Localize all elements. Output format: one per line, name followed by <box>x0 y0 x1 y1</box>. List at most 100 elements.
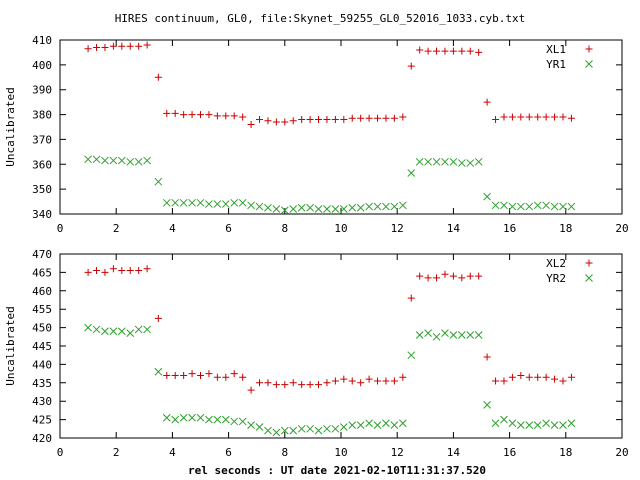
data-point <box>272 381 280 389</box>
data-point <box>339 205 348 213</box>
data-point <box>289 379 297 387</box>
x-tick-label: 10 <box>334 446 347 459</box>
data-point <box>567 373 575 381</box>
data-point <box>449 331 458 339</box>
y-tick-label: 435 <box>32 377 52 390</box>
y-tick-label: 445 <box>32 340 52 353</box>
y-axis-label: Uncalibrated <box>4 87 17 166</box>
data-point <box>382 202 390 211</box>
data-point <box>306 203 314 212</box>
data-point <box>126 267 134 275</box>
data-point <box>230 198 239 207</box>
data-point <box>188 111 196 119</box>
data-point <box>382 419 390 428</box>
data-point <box>272 118 280 126</box>
data-point <box>109 327 118 336</box>
data-point <box>390 114 398 122</box>
data-point <box>272 205 281 213</box>
y-tick-label: 340 <box>32 208 52 221</box>
data-point <box>84 155 92 164</box>
data-point <box>500 377 508 385</box>
data-point <box>143 41 151 49</box>
data-point <box>357 379 365 387</box>
data-point <box>398 201 407 210</box>
data-point <box>433 274 441 282</box>
data-point <box>339 423 348 431</box>
data-point <box>239 113 247 121</box>
data-point <box>491 201 500 210</box>
data-point <box>542 373 550 381</box>
data-point <box>264 426 272 435</box>
data-point <box>162 413 171 422</box>
data-point <box>247 121 255 129</box>
data-point <box>331 377 339 385</box>
data-point <box>134 157 143 166</box>
data-point <box>314 205 323 213</box>
data-point <box>415 157 424 166</box>
data-point <box>508 202 517 211</box>
data-point <box>135 42 143 50</box>
data-point <box>508 419 517 428</box>
data-point <box>517 113 525 121</box>
data-point <box>315 116 323 124</box>
data-point <box>399 373 407 381</box>
data-point <box>109 156 118 165</box>
data-point <box>255 202 264 211</box>
data-point <box>289 205 298 213</box>
data-point <box>197 371 204 379</box>
data-point <box>474 331 483 339</box>
data-point <box>407 351 416 360</box>
data-point <box>483 401 491 409</box>
data-point <box>416 272 424 280</box>
data-point <box>559 421 567 429</box>
data-point <box>180 371 188 379</box>
data-point <box>289 117 297 125</box>
data-point <box>188 413 196 422</box>
data-point <box>143 325 151 334</box>
data-point <box>222 373 230 381</box>
data-point <box>221 200 230 208</box>
data-point <box>508 113 516 121</box>
data-point <box>474 157 483 166</box>
data-point <box>500 201 508 210</box>
data-point <box>340 375 348 383</box>
data-point <box>567 114 575 122</box>
x-tick-label: 16 <box>503 446 516 459</box>
data-point <box>238 417 247 426</box>
x-tick-label: 4 <box>169 446 176 459</box>
data-point <box>93 43 101 51</box>
y-tick-label: 425 <box>32 414 52 427</box>
data-point <box>135 267 143 275</box>
data-point <box>280 206 289 215</box>
data-point <box>475 272 483 280</box>
data-point <box>281 381 289 389</box>
data-point <box>143 156 151 165</box>
data-point <box>407 169 416 177</box>
data-point <box>348 114 356 122</box>
data-point <box>492 116 500 124</box>
data-point <box>323 379 331 387</box>
data-point <box>525 113 533 121</box>
data-point <box>179 198 188 207</box>
data-point <box>458 47 466 55</box>
y-tick-label: 430 <box>32 395 52 408</box>
data-point <box>534 113 542 121</box>
plot-panel-2: 420 425 430 435 440 445 450 455 460 465 470 0 2 4 6 8 10… <box>4 248 629 459</box>
data-point <box>134 325 143 334</box>
data-point <box>483 353 491 361</box>
x-tick-label: 12 <box>391 222 404 235</box>
data-point <box>101 327 109 336</box>
x-axis-label: rel seconds : UT date 2021-02-10T11:31:3… <box>188 464 486 477</box>
y-tick-label: 440 <box>32 358 52 371</box>
data-point <box>550 202 559 211</box>
data-point <box>323 116 331 124</box>
data-point <box>162 198 171 207</box>
data-point <box>348 203 357 212</box>
data-point <box>457 331 466 339</box>
y-tick-label: 470 <box>32 248 52 261</box>
data-point <box>551 375 559 383</box>
data-point <box>525 202 534 211</box>
data-point <box>458 274 466 282</box>
x-tick-label: 12 <box>391 446 404 459</box>
